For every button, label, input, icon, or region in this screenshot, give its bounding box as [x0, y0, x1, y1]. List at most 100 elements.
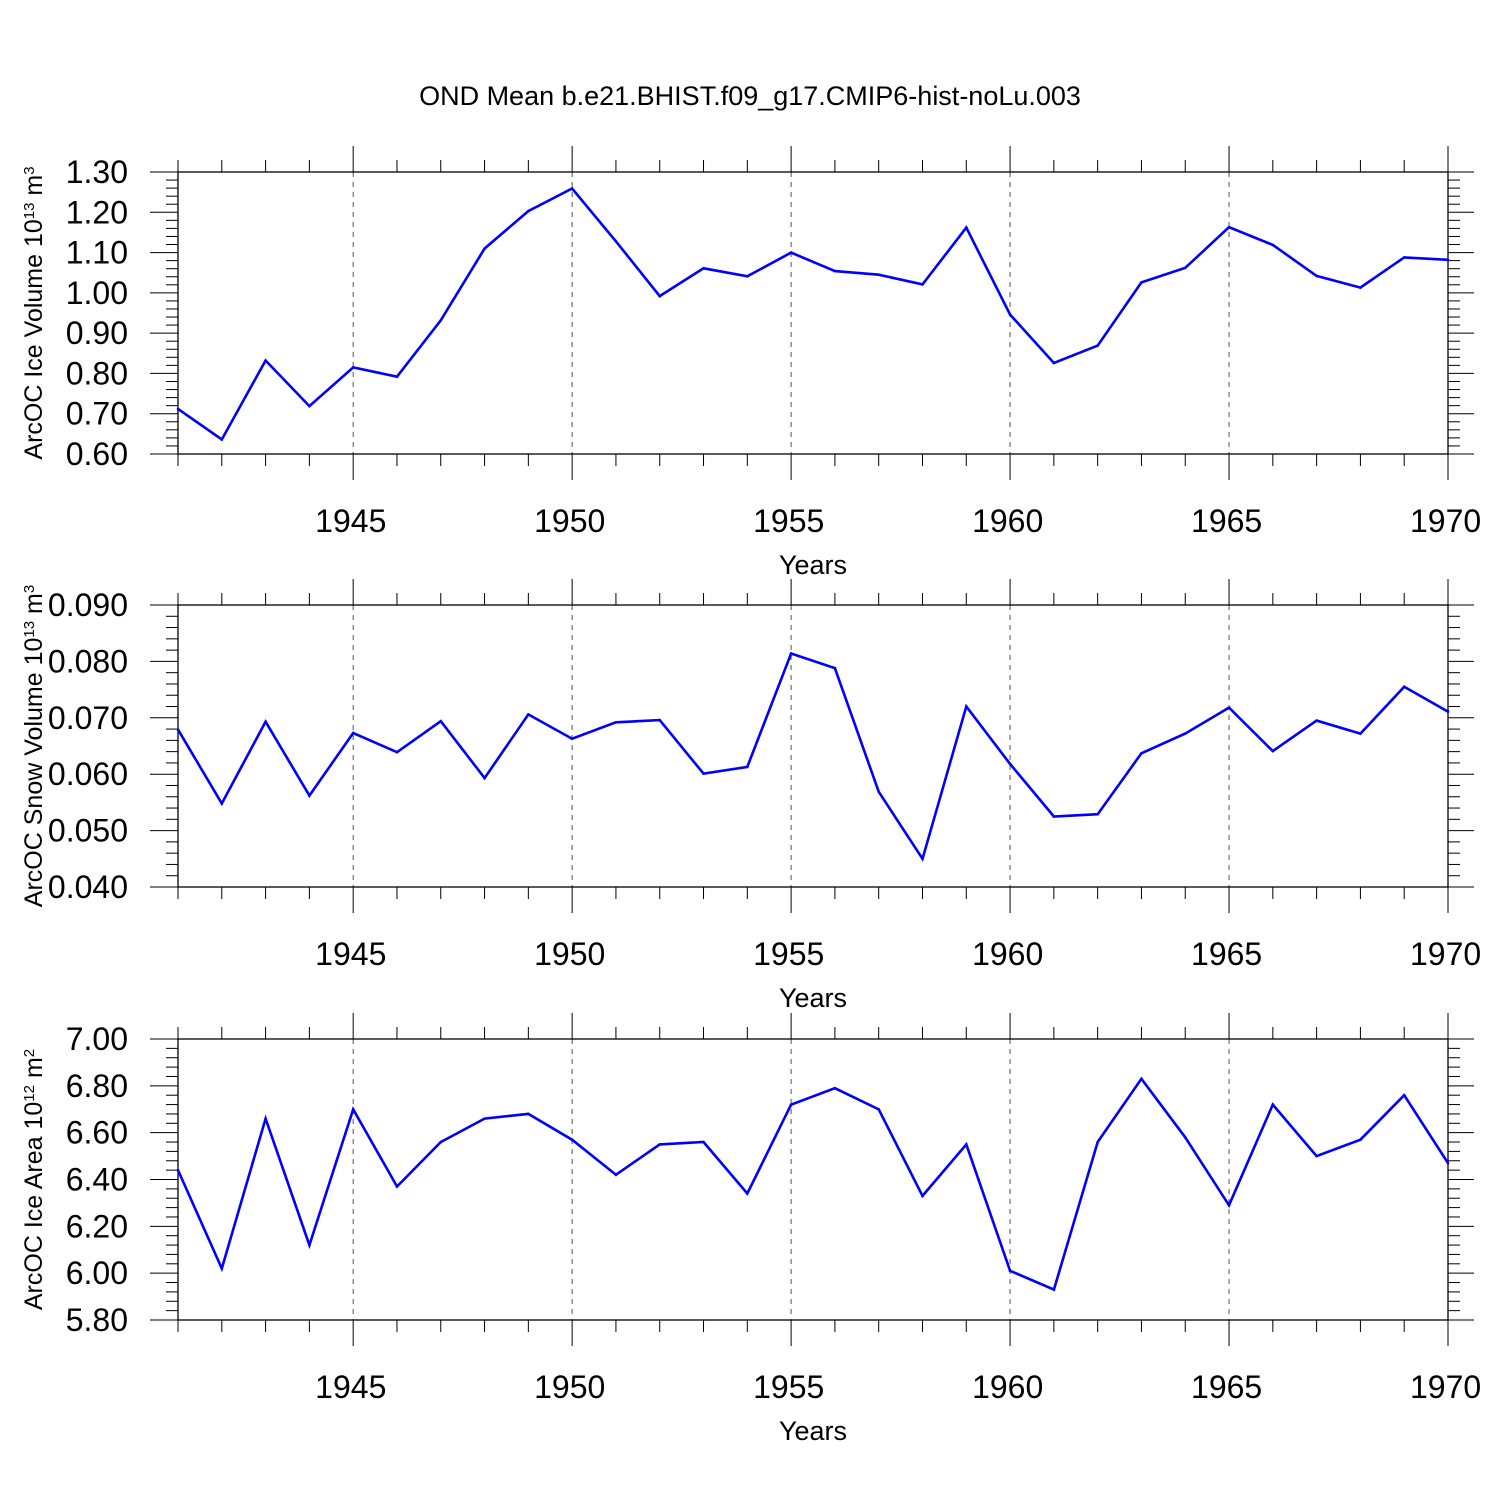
x-tick-label: 1965 [1191, 503, 1262, 539]
x-tick-label: 1955 [753, 503, 824, 539]
data-point [1052, 815, 1056, 818]
data-point [1227, 225, 1231, 229]
snow-volume-panel: 0.040 0.050 0.060 0.070 0.080 0.090 1945 1950 19… [20, 579, 1481, 1013]
ylabel-unit: m [20, 175, 48, 203]
data-point [1315, 1154, 1318, 1158]
ylabel-unit: m [20, 593, 48, 621]
y-tick-label: 0.090 [48, 587, 128, 623]
x-tick-label: 1950 [534, 1369, 605, 1405]
data-point [1271, 1103, 1275, 1106]
data-point [921, 1194, 924, 1198]
data-point [1008, 313, 1012, 316]
data-point [308, 404, 311, 408]
data-point [220, 438, 224, 441]
data-point [1227, 1203, 1231, 1207]
data-point [1140, 752, 1143, 755]
data-point [877, 273, 880, 277]
y-tick-label: 0.040 [48, 869, 128, 905]
ice-volume-panel: 0.60 0.70 0.80 0.90 1.00 1.10 1.20 1.30 1945 1950… [20, 146, 1481, 580]
data-point [439, 719, 443, 723]
x-tick-label: 1970 [1410, 1369, 1481, 1405]
data-point [483, 776, 486, 780]
ylabel-unit-exponent: 2 [21, 1049, 38, 1057]
data-point [877, 790, 880, 793]
data-point [964, 226, 968, 229]
data-point [264, 720, 267, 724]
data-point [1315, 719, 1318, 722]
x-axis-label: Years [779, 550, 847, 580]
ylabel-exponent: 12 [21, 1085, 38, 1102]
y-tick-label: 0.060 [48, 756, 128, 792]
y-tick-label: 5.80 [66, 1302, 128, 1338]
data-point [1227, 706, 1231, 709]
data-point [308, 794, 311, 797]
data-point [702, 266, 705, 270]
y-axis-label: ArcOC Ice Area 1012 m2 [20, 1049, 48, 1310]
data-point [1096, 812, 1099, 816]
data-point [1052, 361, 1056, 365]
x-tick-label: 1965 [1191, 936, 1262, 972]
data-point [746, 1192, 749, 1195]
data-point [1359, 732, 1362, 735]
data-point [921, 857, 924, 861]
x-tick-label: 1950 [534, 936, 605, 972]
data-point [789, 1103, 793, 1106]
x-tick-label: 1955 [753, 1369, 824, 1405]
data-point [1271, 243, 1275, 247]
y-tick-label: 0.90 [66, 315, 128, 351]
data-point [439, 1140, 443, 1144]
data-point [570, 737, 574, 740]
data-point [1183, 1136, 1187, 1139]
y-tick-label: 1.00 [66, 275, 128, 311]
y-tick-label: 0.80 [66, 355, 128, 391]
data-point [1271, 749, 1275, 753]
ylabel-unit: m [20, 1057, 48, 1085]
data-point [1096, 344, 1099, 347]
data-point [351, 366, 355, 369]
data-point [1008, 1269, 1012, 1273]
series-line [177, 186, 1449, 442]
data-point [527, 1112, 530, 1116]
x-tick-label: 1945 [315, 936, 386, 972]
data-point [614, 239, 618, 243]
ylabel-unit-exponent: 3 [21, 166, 38, 174]
figure-title: OND Mean b.e21.BHIST.f09_g17.CMIP6-hist-… [419, 81, 1081, 111]
y-axis-label: ArcOC Snow Volume 1013 m3 [20, 585, 48, 907]
data-point [264, 359, 267, 362]
data-point [176, 728, 180, 731]
x-tick-label: 1970 [1410, 503, 1481, 539]
y-tick-label: 6.60 [66, 1115, 128, 1151]
data-point [570, 187, 574, 190]
data-point [351, 1107, 355, 1111]
data-point [220, 802, 224, 805]
y-tick-label: 0.080 [48, 643, 128, 679]
data-point [1402, 685, 1406, 689]
data-point [1315, 274, 1318, 278]
ylabel-exponent: 13 [21, 621, 38, 638]
ylabel-text: ArcOC Snow Volume 10 [20, 638, 48, 908]
y-tick-label: 0.60 [66, 436, 128, 472]
data-point [1008, 762, 1012, 766]
x-tick-label: 1945 [315, 1369, 386, 1405]
data-point [308, 1243, 311, 1247]
x-tick-label: 1960 [972, 936, 1043, 972]
data-point [395, 1185, 399, 1188]
data-point [702, 772, 705, 775]
x-tick-label: 1950 [534, 503, 605, 539]
y-tick-label: 7.00 [66, 1021, 128, 1057]
y-tick-label: 6.80 [66, 1068, 128, 1104]
data-point [351, 731, 355, 735]
x-tick-label: 1965 [1191, 1369, 1262, 1405]
y-tick-label: 6.00 [66, 1255, 128, 1291]
x-tick-label: 1960 [972, 503, 1043, 539]
data-point [483, 247, 486, 250]
y-tick-label: 6.40 [66, 1162, 128, 1198]
data-point [746, 765, 749, 769]
series-line [176, 651, 1449, 862]
plot-frame [177, 1038, 1449, 1321]
y-tick-label: 0.050 [48, 813, 128, 849]
data-point [1183, 266, 1187, 270]
data-point [1402, 256, 1406, 259]
ylabel-text: ArcOC Ice Volume 10 [20, 219, 48, 459]
